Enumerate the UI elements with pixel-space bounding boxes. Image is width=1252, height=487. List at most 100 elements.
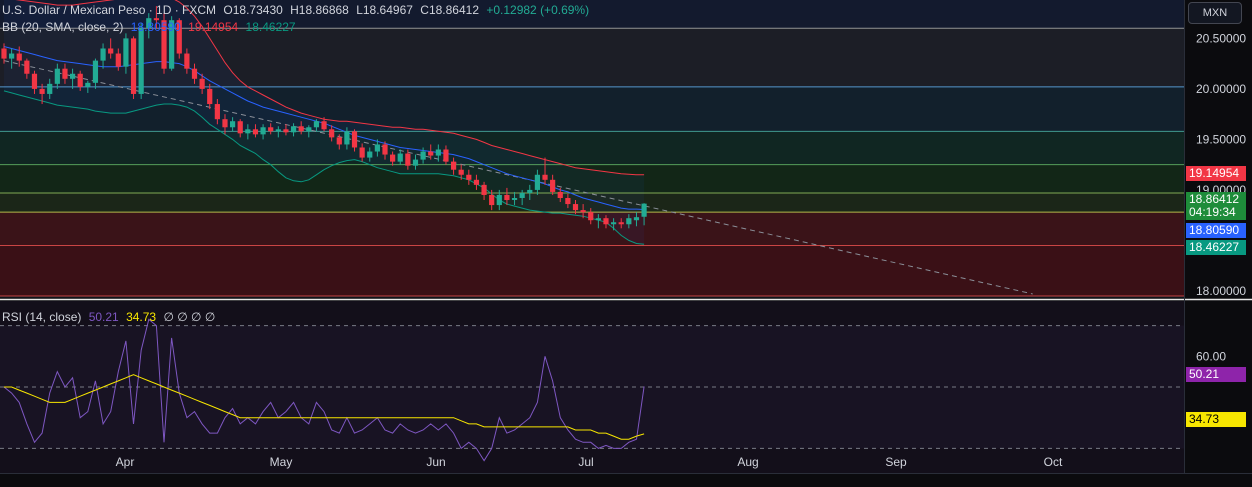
candle xyxy=(176,18,182,59)
candle xyxy=(1,43,7,64)
candle xyxy=(214,98,220,125)
rsi-ma-tag: 34.73 xyxy=(1186,412,1246,427)
time-axis: Apr May Jun Jul Aug Sep Oct xyxy=(116,455,1063,469)
candle xyxy=(283,124,289,136)
candle xyxy=(108,38,114,59)
candle xyxy=(100,43,106,69)
candle xyxy=(397,149,403,165)
candle-body xyxy=(336,137,342,145)
candle xyxy=(382,141,388,160)
candle-body xyxy=(214,104,220,120)
candle-body xyxy=(85,82,91,87)
candle xyxy=(550,174,556,195)
price-tick-label: 20.50000 xyxy=(1196,31,1246,45)
candle-body xyxy=(397,153,403,162)
candle-body xyxy=(534,174,540,190)
candle-body xyxy=(130,38,137,94)
zone-band xyxy=(0,0,1184,29)
rsi-label[interactable]: RSI (14, close) xyxy=(2,310,82,324)
candle xyxy=(31,70,38,94)
candle-body xyxy=(542,174,548,180)
candle-body xyxy=(382,144,388,155)
candle xyxy=(85,80,91,93)
candle-body xyxy=(153,18,159,21)
candle-body xyxy=(580,210,586,213)
candle-body xyxy=(146,18,152,29)
candle-body xyxy=(519,192,525,198)
candle-body xyxy=(283,129,289,133)
symbol-title[interactable]: U.S. Dollar / Mexican Peso · 1D · FXCM xyxy=(2,3,217,17)
time-tick-label: Jun xyxy=(426,455,445,469)
candle-body xyxy=(390,154,396,162)
candle xyxy=(557,187,563,203)
legend-high: H18.86868 xyxy=(290,3,349,17)
candle-body xyxy=(161,20,167,69)
candle-body xyxy=(237,121,243,134)
candle-body xyxy=(123,38,129,67)
candle xyxy=(54,63,60,89)
candle-body xyxy=(47,83,53,94)
rsi-tick-label: 60.00 xyxy=(1196,349,1226,363)
candle xyxy=(336,134,342,150)
rsi-value: 50.21 xyxy=(88,310,119,324)
candles xyxy=(1,6,647,231)
candle-body xyxy=(466,174,472,180)
bb-label[interactable]: BB (20, SMA, close, 2) xyxy=(2,20,124,34)
candle-body xyxy=(24,60,30,74)
candle-body xyxy=(199,78,205,89)
zone-band xyxy=(0,28,1184,87)
candle-body xyxy=(412,159,419,166)
candle-body xyxy=(550,179,556,192)
legend-close: C18.86412 xyxy=(420,3,479,17)
candle-body xyxy=(595,218,601,221)
candle-body xyxy=(298,126,304,132)
candle-body xyxy=(1,48,7,59)
symbol-legend: U.S. Dollar / Mexican Peso · 1D · FXCM O… xyxy=(2,3,593,17)
candle-body xyxy=(557,191,563,198)
candle xyxy=(496,189,502,211)
candle-body xyxy=(351,131,358,148)
candle-body xyxy=(321,121,327,130)
candle xyxy=(527,184,533,201)
candle-body xyxy=(176,20,182,54)
candle xyxy=(191,63,198,84)
price-tick-label: 19.50000 xyxy=(1196,132,1246,146)
candle-body xyxy=(458,169,464,175)
rsi-extra-values: ∅ ∅ ∅ ∅ xyxy=(163,310,216,324)
candle xyxy=(611,218,617,231)
zone-band xyxy=(0,86,1184,132)
candle-body xyxy=(565,197,571,205)
price-tick-label: 18.00000 xyxy=(1196,284,1246,298)
candle xyxy=(351,129,358,152)
candle xyxy=(603,215,609,229)
candle xyxy=(199,73,205,94)
candle-body xyxy=(489,194,495,206)
bb-lower-tag: 18.46227 xyxy=(1186,240,1246,255)
price-tick-label: 20.00000 xyxy=(1196,82,1246,96)
legend-change: +0.12982 (+0.69%) xyxy=(486,3,590,17)
candle xyxy=(435,144,441,162)
currency-button[interactable]: MXN xyxy=(1188,2,1242,24)
candle-body xyxy=(527,189,533,193)
candle xyxy=(313,119,320,132)
time-tick-label: Sep xyxy=(885,455,907,469)
time-tick-label: Aug xyxy=(737,455,758,469)
zone-band xyxy=(0,131,1184,165)
candle xyxy=(641,203,647,226)
bb-lower-line xyxy=(3,90,645,245)
candle-body xyxy=(16,53,22,61)
close-price-tag: 18.86412 04:19:34 xyxy=(1186,192,1246,220)
candle-body xyxy=(496,194,502,206)
candle-body xyxy=(230,121,236,128)
candle-body xyxy=(618,222,624,225)
candle xyxy=(130,36,137,99)
bb-lower-value: 18.46227 xyxy=(245,20,296,34)
candle xyxy=(275,126,281,138)
candle xyxy=(344,127,350,150)
candle xyxy=(230,117,236,132)
candle xyxy=(542,157,548,185)
candle xyxy=(504,187,510,206)
candle xyxy=(329,125,335,142)
